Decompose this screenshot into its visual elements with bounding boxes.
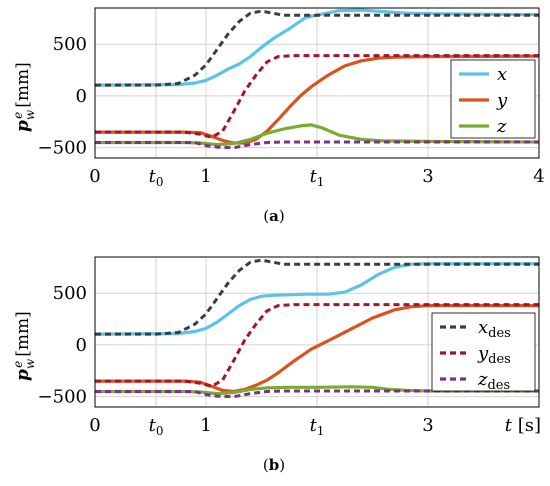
series-line-z-des [95,389,539,399]
series-line-y [95,304,539,394]
y-axis-label-b: pwe[mm] [11,311,37,381]
legend-box-b [431,312,536,392]
legend-label-x: x [497,64,507,85]
y-tick-label: 0 [76,86,87,107]
y-tick-label: 500 [53,34,87,55]
x-tick-label: t0 [149,415,164,438]
legend-label-z-des: zdes [477,369,510,393]
legend-label-y: y [496,90,508,111]
series-line-z-des [95,140,539,150]
x-tick-label: 3 [422,166,433,187]
x-tick-labels-b: 0 t0 1 t1 3 t [s] [89,415,541,438]
series-line-z [95,385,539,396]
series-line-x-des [95,9,539,87]
x-tick-label: 0 [89,166,100,187]
series-line-y-des [95,303,539,388]
x-tick-label: 0 [89,415,100,436]
y-tick-labels-b: −500 0 500 [38,283,87,407]
caption-b: (b) [263,456,285,474]
y-tick-label: 0 [76,335,87,356]
x-tick-label: t1 [310,166,325,189]
x-tick-label: t [s] [505,415,541,436]
legend-label-x-des: xdes [478,317,511,341]
series-line-x [94,262,539,336]
x-tick-label: 4 [533,166,544,187]
series-line-y [95,54,540,145]
plot-frame-b [94,256,540,408]
caption-a: (a) [263,207,284,225]
x-tick-label: t0 [149,166,164,189]
legend-a: xyz [450,59,536,139]
x-tick-label: 1 [200,415,211,436]
x-tick-labels-a: 0 t0 1 t1 3 4 [89,166,544,189]
plot-frame-a [94,7,540,159]
x-tick-label: 3 [422,415,433,436]
legend-label-z: z [496,116,507,137]
series-group-a [94,8,540,150]
series-group-b [94,258,539,399]
y-axis-label-a: pwe[mm] [11,62,37,132]
series-line-x-des [95,258,539,336]
y-tick-label: −500 [38,387,87,408]
y-tick-label: 500 [53,283,87,304]
y-tick-labels-a: −500 0 500 [38,34,87,158]
series-line-z [95,123,540,147]
x-tick-label: t1 [310,415,325,438]
x-tick-label: 1 [200,166,211,187]
legend-label-y-des: ydes [477,343,511,367]
series-line-x [94,8,540,87]
y-tick-label: −500 [38,138,87,159]
series-line-y-des [95,54,539,139]
